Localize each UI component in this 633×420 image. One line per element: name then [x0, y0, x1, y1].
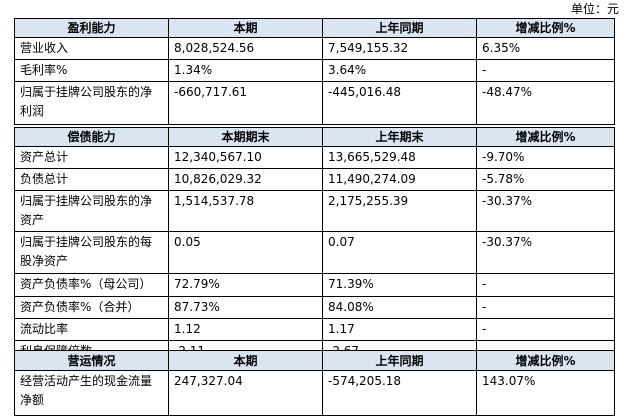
cell: 12,340,567.10	[168, 146, 323, 169]
header-row: 偿债能力 本期期末 上年期末 增减比例%	[14, 127, 615, 147]
cell: -	[476, 59, 615, 82]
cell: -9.70%	[476, 146, 615, 169]
cell: 1.34%	[168, 59, 323, 82]
cell: 84.08%	[322, 296, 477, 319]
header-cell: 偿债能力	[14, 127, 169, 147]
data-row: 负债总计 10,826,029.32 11,490,274.09 -5.78%	[14, 168, 615, 191]
cell: 归属于挂牌公司股东的净资产	[14, 190, 169, 232]
header-cell: 本期期末	[168, 127, 323, 147]
data-row: 营业收入 8,028,524.56 7,549,155.32 6.35%	[14, 37, 615, 60]
cell: 3.64%	[322, 59, 477, 82]
section-table: 营运情况 本期 上年同期 增减比例% 经营活动产生的现金流量净额 247,327.04 -5…	[14, 350, 615, 416]
cell: 资产负债率%（合并）	[14, 296, 169, 319]
cell: -	[476, 273, 615, 297]
cell: 11,490,274.09	[322, 168, 477, 191]
cell: -445,016.48	[322, 81, 477, 125]
cell: 归属于挂牌公司股东的净利润	[14, 81, 169, 125]
cell: 经营活动产生的现金流量净额	[14, 370, 169, 416]
header-cell: 上年同期	[322, 18, 477, 38]
cell: -574,205.18	[322, 370, 477, 416]
header-row: 营运情况 本期 上年同期 增减比例%	[14, 350, 615, 371]
cell: 72.79%	[168, 273, 323, 297]
cell: 资产负债率%（母公司）	[14, 273, 169, 297]
data-row: 资产负债率%（母公司） 72.79% 71.39% -	[14, 273, 615, 297]
header-cell: 本期	[168, 18, 323, 38]
cell: -	[476, 318, 615, 341]
header-cell: 盈利能力	[14, 18, 169, 38]
cell: 8,028,524.56	[168, 37, 323, 60]
header-cell: 营运情况	[14, 350, 169, 371]
cell: 87.73%	[168, 296, 323, 319]
data-row: 经营活动产生的现金流量净额 247,327.04 -574,205.18 143.07…	[14, 370, 615, 416]
cell: 71.39%	[322, 273, 477, 297]
header-cell: 增减比例%	[476, 18, 615, 38]
data-row: 归属于挂牌公司股东的净利润 -660,717.61 -445,016.48 -48.4…	[14, 81, 615, 125]
section-table: 盈利能力 本期 上年同期 增减比例% 营业收入 8,028,524.56 7,549,155…	[14, 18, 615, 125]
cell: 2,175,255.39	[322, 190, 477, 232]
cell: 0.07	[322, 231, 477, 274]
cell: 1.12	[168, 318, 323, 341]
cell: 1,514,537.78	[168, 190, 323, 232]
cell: 负债总计	[14, 168, 169, 191]
cell: -660,717.61	[168, 81, 323, 125]
header-cell: 增减比例%	[476, 127, 615, 147]
cell: 归属于挂牌公司股东的每股净资产	[14, 231, 169, 274]
cell: 0.05	[168, 231, 323, 274]
cell: 营业收入	[14, 37, 169, 60]
section-table: 偿债能力 本期期末 上年期末 增减比例% 资产总计 12,340,567.10 13,665…	[14, 127, 615, 363]
data-row: 流动比率 1.12 1.17-	[14, 318, 615, 341]
unit-label: 单位：元	[570, 2, 619, 16]
cell: -5.78%	[476, 168, 615, 191]
cell: 13,665,529.48	[322, 146, 477, 169]
cell: 247,327.04	[168, 370, 323, 416]
cell: 143.07%	[476, 370, 615, 416]
data-row: 毛利率% 1.34% 3.64% -	[14, 59, 615, 82]
data-row: 归属于挂牌公司股东的每股净资产 0.05 0.07 -30.37%	[14, 231, 615, 274]
header-cell: 上年期末	[322, 127, 477, 147]
data-row: 资产负债率%（合并） 87.73% 84.08% -	[14, 296, 615, 319]
cell: 资产总计	[14, 146, 169, 169]
header-cell: 上年同期	[322, 350, 477, 371]
header-row: 盈利能力 本期 上年同期 增减比例%	[14, 18, 615, 38]
header-cell: 增减比例%	[476, 350, 615, 371]
header-cell: 本期	[168, 350, 323, 371]
cell: 7,549,155.32	[322, 37, 477, 60]
data-row: 资产总计 12,340,567.10 13,665,529.48 -9.70%	[14, 146, 615, 169]
cell: 毛利率%	[14, 59, 169, 82]
cell: -30.37%	[476, 190, 615, 232]
cell: -	[476, 296, 615, 319]
cell: 6.35%	[476, 37, 615, 60]
cell: 1.17	[322, 318, 477, 341]
cell: 10,826,029.32	[168, 168, 323, 191]
cell: -48.47%	[476, 81, 615, 125]
cell: 流动比率	[14, 318, 169, 341]
cell: -30.37%	[476, 231, 615, 274]
data-row: 归属于挂牌公司股东的净资产 1,514,537.78 2,175,255.39 -30…	[14, 190, 615, 232]
